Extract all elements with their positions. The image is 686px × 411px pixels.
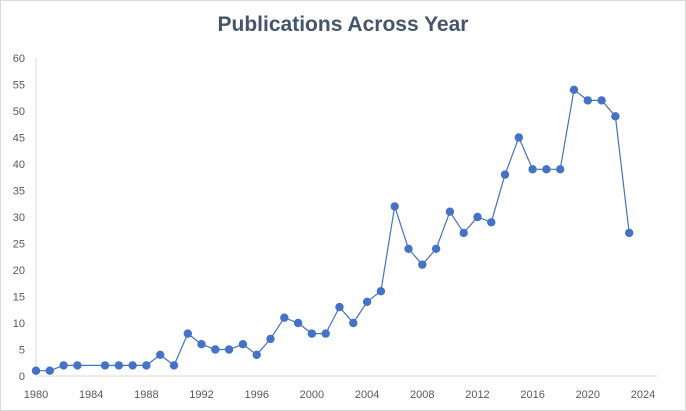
x-tick-label: 1992 <box>189 389 213 401</box>
data-point <box>183 329 192 338</box>
data-point <box>390 202 399 211</box>
data-point <box>625 228 634 238</box>
data-point <box>445 207 455 216</box>
data-point <box>100 361 110 370</box>
y-tick-label: 0 <box>19 371 25 383</box>
x-tick-label: 1996 <box>244 389 268 401</box>
y-tick-label: 45 <box>13 133 25 145</box>
y-tick-label: 5 <box>19 345 25 357</box>
data-point <box>487 218 496 227</box>
data-point <box>45 366 54 375</box>
data-point <box>528 165 537 174</box>
x-tick-label: 2004 <box>355 389 379 401</box>
y-tick-label: 50 <box>13 106 25 118</box>
data-point <box>362 297 372 306</box>
chart-title: Publications Across Year <box>217 13 469 36</box>
x-tick-label: 2016 <box>520 389 544 401</box>
x-tick-label: 2000 <box>300 389 324 401</box>
data-point <box>556 165 565 174</box>
data-point <box>542 165 551 174</box>
x-tick-label: 2020 <box>576 389 600 401</box>
data-point <box>31 366 41 375</box>
data-point <box>114 361 124 370</box>
data-point <box>197 340 206 349</box>
data-point <box>459 228 468 238</box>
data-point <box>59 361 68 370</box>
data-point <box>156 350 165 359</box>
data-point <box>252 350 261 359</box>
x-tick-label: 1984 <box>79 389 103 401</box>
data-point <box>349 318 358 328</box>
data-point <box>307 329 317 338</box>
data-point <box>611 112 620 121</box>
data-point <box>73 361 82 370</box>
y-tick-label: 60 <box>13 53 25 65</box>
x-tick-label: 1988 <box>134 389 158 401</box>
series-line <box>36 88 630 372</box>
data-point <box>514 133 523 142</box>
data-point <box>473 212 482 222</box>
y-tick-label: 25 <box>13 239 25 251</box>
y-tick-label: 20 <box>13 265 25 277</box>
x-tick-label: 2008 <box>410 389 434 401</box>
x-tick-label: 1980 <box>24 389 48 401</box>
data-point <box>128 361 137 370</box>
data-point <box>597 96 606 105</box>
data-point <box>169 361 179 370</box>
data-point <box>583 96 592 105</box>
y-tick-label: 40 <box>13 159 25 171</box>
data-point <box>142 361 151 370</box>
y-tick-label: 15 <box>13 292 25 304</box>
axes <box>35 58 657 377</box>
data-point <box>418 260 427 269</box>
series-layer <box>31 85 634 375</box>
x-tick-label: 2012 <box>465 389 489 401</box>
x-tick-label: 2024 <box>631 389 655 401</box>
tick-labels: 0 5 10 15 20 25 30 35 40 45 50 55 60 1980 1984 1988 1992… <box>13 53 655 401</box>
data-point <box>224 345 234 354</box>
data-point <box>335 302 344 312</box>
y-tick-label: 30 <box>13 212 25 224</box>
data-point <box>238 340 248 349</box>
data-point <box>266 334 275 344</box>
y-tick-label: 55 <box>13 80 25 92</box>
data-point <box>569 85 579 95</box>
data-point <box>280 313 289 322</box>
data-point <box>376 287 386 296</box>
y-tick-label: 10 <box>13 318 25 330</box>
data-point <box>211 345 220 354</box>
data-point <box>293 318 303 328</box>
data-point <box>500 170 510 179</box>
data-point <box>321 329 330 338</box>
data-point <box>404 244 413 253</box>
y-tick-label: 35 <box>13 186 25 198</box>
data-point <box>431 244 441 253</box>
